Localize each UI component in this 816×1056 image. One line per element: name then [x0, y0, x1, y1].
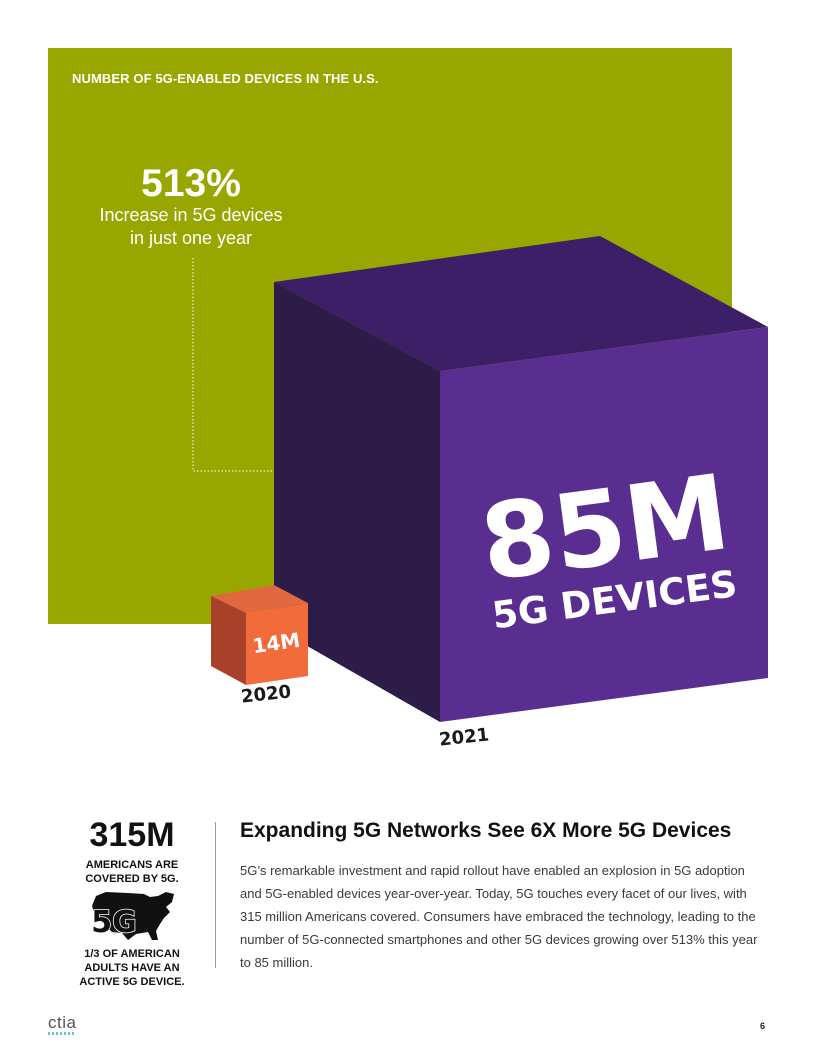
- increase-percentage: 513%: [141, 162, 241, 205]
- logo-underline-dots: [48, 1032, 74, 1035]
- leader-line: [192, 258, 323, 472]
- us-map-silhouette: [92, 892, 174, 940]
- infographic-title: NUMBER OF 5G-ENABLED DEVICES IN THE U.S.: [72, 71, 379, 86]
- article-heading: Expanding 5G Networks See 6X More 5G Dev…: [240, 819, 732, 842]
- adult-device-stat: 1/3 OF AMERICAN ADULTS HAVE AN ACTIVE 5G…: [79, 948, 185, 988]
- us-map-5g-icon: 5G: [91, 892, 174, 941]
- coverage-caption: AMERICANS ARE COVERED BY 5G.: [85, 859, 179, 885]
- increase-caption-line2: in just one year: [129, 228, 253, 248]
- large-cube-side: [274, 282, 440, 722]
- small-cube-side: [211, 596, 246, 685]
- small-cube-front: [246, 603, 308, 685]
- small-cube-top: [211, 585, 308, 613]
- year-label-2020: 2020: [240, 681, 292, 707]
- article-body: 5G’s remarkable investment and rapid rol…: [240, 863, 758, 970]
- large-cube-top: [274, 236, 768, 371]
- coverage-value: 315M: [89, 816, 175, 854]
- year-label-2021: 2021: [438, 724, 490, 750]
- increase-caption-line1: Increase in 5G devices: [99, 205, 283, 225]
- 5g-icon-text: 5G: [91, 905, 137, 940]
- page-number: 6: [760, 1021, 766, 1031]
- ctia-logo: ctia: [48, 1013, 77, 1032]
- vertical-divider: [215, 822, 216, 968]
- increase-caption: Increase in 5G devices in just one year: [80, 204, 302, 250]
- large-cube-front: [440, 327, 768, 722]
